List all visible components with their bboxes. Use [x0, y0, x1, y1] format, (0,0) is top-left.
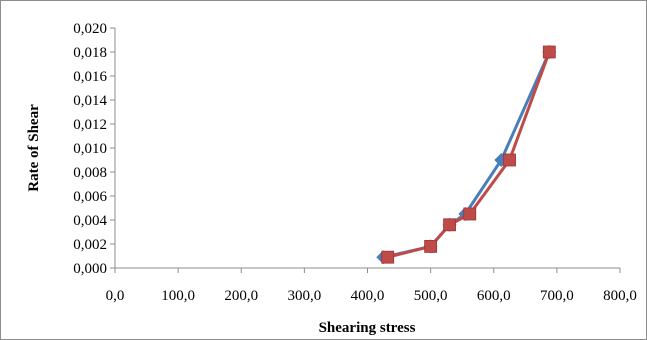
- x-tick-label: 600,0: [477, 288, 511, 304]
- y-tick-label: 0,006: [73, 189, 107, 205]
- data-point: [381, 250, 395, 264]
- data-point: [443, 218, 456, 232]
- x-tick-label: 400,0: [351, 288, 385, 304]
- y-tick-label: 0,014: [73, 93, 107, 109]
- y-tick-label: 0,012: [73, 117, 107, 133]
- y-tick-label: 0,008: [73, 165, 107, 181]
- x-tick-label: 500,0: [414, 288, 448, 304]
- y-axis-title: Rate of Shear: [26, 104, 42, 192]
- y-tick-label: 0,018: [73, 45, 107, 61]
- x-tick-label: 300,0: [288, 288, 322, 304]
- x-tick-label: 100,0: [161, 288, 195, 304]
- y-tick-label: 0,016: [73, 69, 107, 85]
- y-tick-label: 0,002: [73, 237, 107, 253]
- y-axis-ticks: 0,000 0,002 0,004 0,006 0,008 0,010 0,012 0,014…: [73, 21, 115, 277]
- x-tick-label: 800,0: [603, 288, 637, 304]
- series-2: [381, 45, 556, 264]
- y-tick-label: 0,020: [73, 21, 107, 37]
- y-tick-label: 0,010: [73, 141, 107, 157]
- data-point: [542, 45, 556, 59]
- series-1: [376, 45, 557, 265]
- data-point: [424, 239, 438, 253]
- series-line: [387, 51, 551, 259]
- x-axis-ticks: 0,0 100,0 200,0 300,0 400,0 500,0 600,0 700,0 80…: [106, 268, 637, 304]
- x-tick-label: 700,0: [540, 288, 574, 304]
- data-point: [503, 153, 516, 167]
- data-point: [463, 207, 477, 221]
- series-line: [382, 51, 551, 259]
- x-axis-title: Shearing stress: [319, 320, 416, 336]
- y-tick-label: 0,004: [73, 213, 107, 229]
- y-tick-label: 0,000: [73, 261, 107, 277]
- x-tick-label: 0,0: [106, 288, 125, 304]
- x-tick-label: 200,0: [224, 288, 258, 304]
- series-layer: [376, 45, 557, 265]
